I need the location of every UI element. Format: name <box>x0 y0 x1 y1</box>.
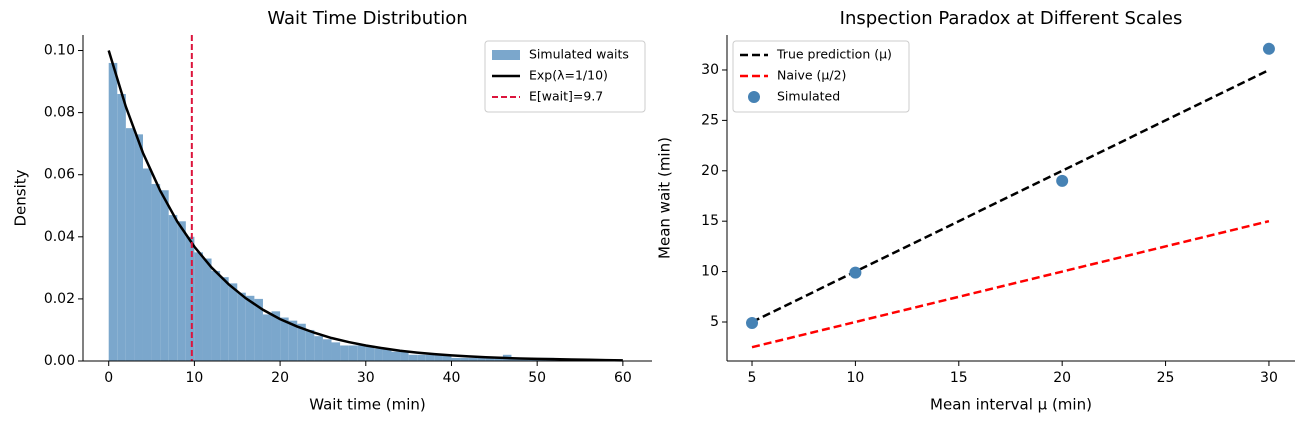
histogram-bar <box>365 345 375 361</box>
y-tick-label: 0.02 <box>44 291 75 307</box>
y-tick-label: 10 <box>701 264 719 280</box>
legend-label: True prediction (μ) <box>776 47 892 62</box>
histogram-bar <box>400 351 409 361</box>
scatter-point <box>849 266 862 279</box>
histogram-bar <box>494 357 503 361</box>
y-tick-label: 25 <box>701 112 719 128</box>
histogram-bar <box>160 190 169 361</box>
histogram-bar <box>194 252 203 361</box>
histogram-bar <box>442 354 452 361</box>
x-tick-label: 15 <box>950 370 968 386</box>
x-tick-label: 30 <box>1260 370 1278 386</box>
histogram-bar <box>271 311 281 361</box>
histogram-bar <box>220 277 229 361</box>
histogram-bar <box>331 342 341 361</box>
histogram-bar <box>228 283 238 361</box>
y-tick-label: 5 <box>710 314 719 330</box>
histogram-bar <box>391 351 401 361</box>
histogram-bar <box>382 348 392 361</box>
y-tick-label: 30 <box>701 62 719 78</box>
histogram-bar <box>185 236 195 361</box>
legend: True prediction (μ) Naive (μ/2) Simulated <box>732 40 910 113</box>
histogram-bar <box>108 62 118 361</box>
line <box>751 219 1270 349</box>
x-tick-label: 40 <box>443 370 461 386</box>
y-axis-label: Density <box>12 169 30 226</box>
histogram-bar <box>288 320 298 361</box>
x-tick-label: 10 <box>846 370 864 386</box>
y-tick-label: 0.10 <box>44 43 75 59</box>
scatter-point <box>746 316 759 329</box>
histogram-bar <box>211 270 221 361</box>
histogram-bar <box>245 295 255 361</box>
x-tick-label: 50 <box>528 370 546 386</box>
histogram-bar <box>280 317 289 361</box>
y-tick-label: 0.06 <box>44 167 75 183</box>
legend-swatch <box>748 91 760 103</box>
histogram-bar <box>374 348 383 361</box>
legend-swatch <box>492 50 520 60</box>
histogram-bar <box>340 345 349 361</box>
histogram-bar <box>417 354 426 361</box>
legend-label: E[wait]=9.7 <box>529 89 603 104</box>
histogram-bar <box>468 357 478 361</box>
x-tick-label: 10 <box>185 370 203 386</box>
histogram-bar <box>117 93 126 361</box>
legend: Simulated waits Exp(λ=1/10) E[wait]=9.7 <box>484 40 646 113</box>
x-tick-label: 20 <box>271 370 289 386</box>
histogram-bar <box>451 357 461 361</box>
y-tick-label: 0.04 <box>44 229 75 245</box>
histogram-bar <box>237 292 246 361</box>
histogram-bar <box>434 354 443 361</box>
histogram-bar <box>357 345 366 361</box>
histogram-bar <box>408 354 418 361</box>
histogram-bar <box>425 354 435 361</box>
histogram-bar <box>254 298 263 361</box>
x-axis-label: Wait time (min) <box>309 396 426 414</box>
legend-label: Simulated waits <box>529 47 629 62</box>
histogram-bar <box>305 329 315 361</box>
x-tick-label: 0 <box>104 370 113 386</box>
legend-label: Simulated <box>777 89 840 104</box>
histogram-bar <box>485 357 495 361</box>
histogram-bar <box>125 128 135 361</box>
x-axis-label: Mean interval μ (min) <box>930 396 1092 414</box>
legend-box <box>484 40 646 113</box>
x-tick-label: 60 <box>614 370 632 386</box>
line <box>107 50 623 362</box>
x-tick-label: 5 <box>748 370 757 386</box>
y-tick-label: 0.00 <box>44 353 75 369</box>
histogram-bar <box>142 168 152 361</box>
x-tick-label: 30 <box>357 370 375 386</box>
legend-label: Naive (μ/2) <box>777 68 846 83</box>
y-axis-label: Mean wait (min) <box>656 137 674 259</box>
histogram-bar <box>177 221 186 361</box>
histogram-bar <box>348 345 358 361</box>
chart-title: Wait Time Distribution <box>267 8 467 29</box>
y-tick-label: 15 <box>701 213 719 229</box>
y-tick-label: 0.08 <box>44 105 75 121</box>
x-tick-label: 20 <box>1053 370 1071 386</box>
x-tick-label: 25 <box>1157 370 1175 386</box>
histogram-bar <box>262 314 272 361</box>
histogram-bar <box>460 357 469 361</box>
legend-box <box>732 40 910 113</box>
histogram-bar <box>322 339 332 361</box>
histogram-bar <box>202 258 212 361</box>
scatter-point <box>1262 42 1275 55</box>
histogram-bar <box>134 134 143 361</box>
y-tick-label: 20 <box>701 163 719 179</box>
histogram-bar <box>477 357 486 361</box>
histogram-bar <box>314 336 323 361</box>
histogram-bar <box>297 323 306 361</box>
chart-title: Inspection Paradox at Different Scales <box>840 8 1183 29</box>
legend-label: Exp(λ=1/10) <box>529 68 608 83</box>
histogram-bar <box>151 184 161 361</box>
histogram-bar <box>168 215 178 361</box>
scatter-point <box>1056 174 1069 187</box>
